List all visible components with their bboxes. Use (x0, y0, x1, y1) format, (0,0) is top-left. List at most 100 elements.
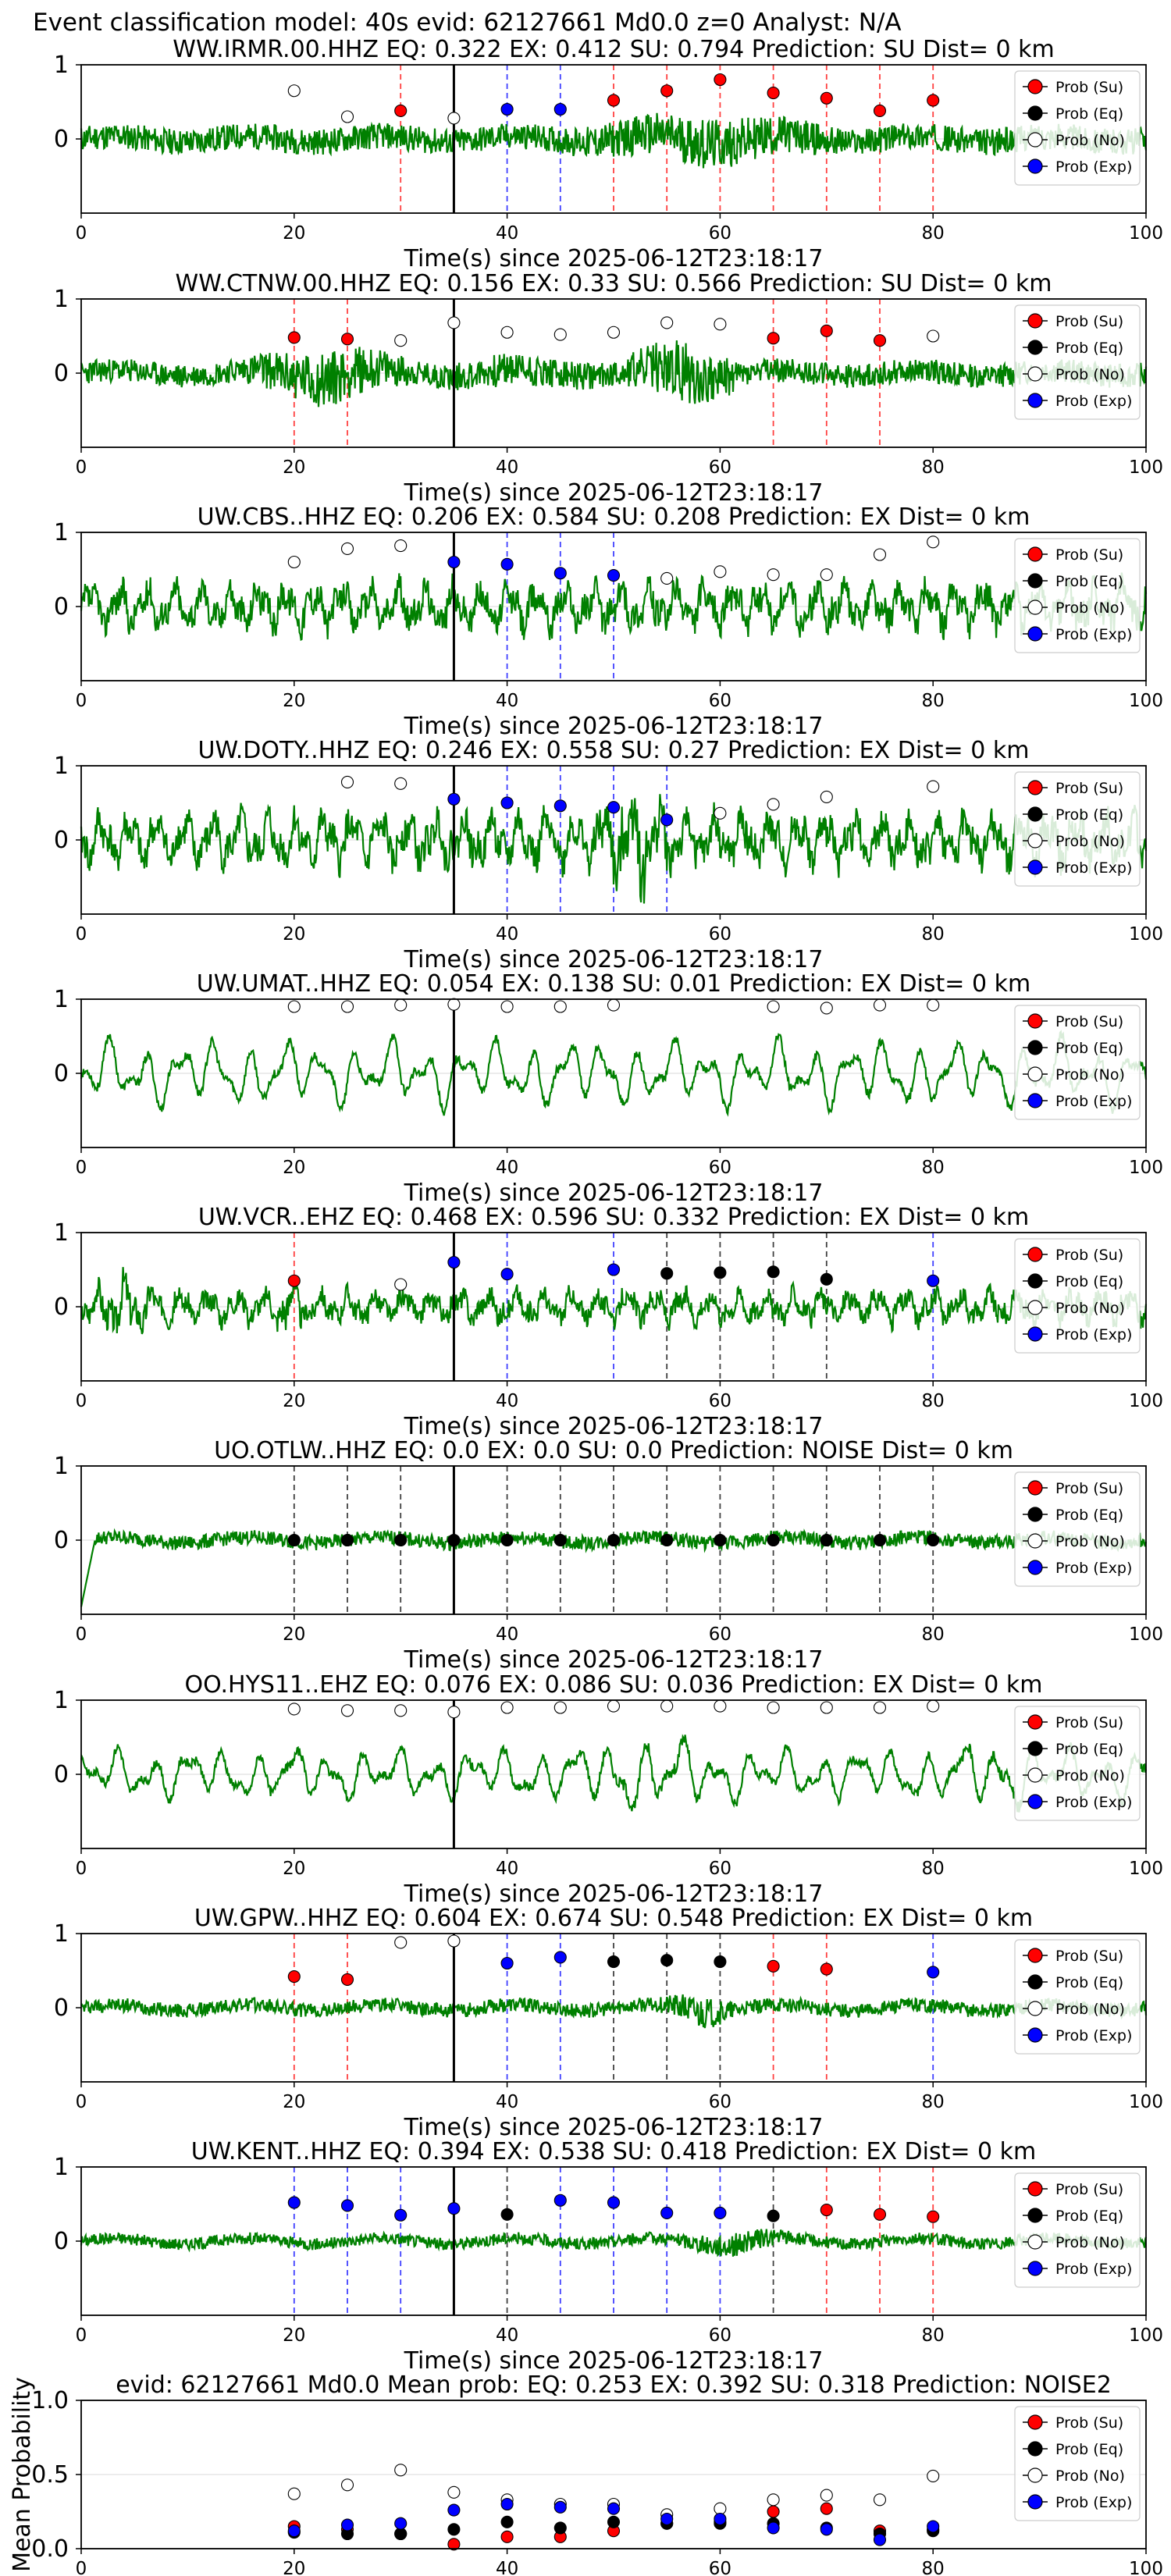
x-tick-label: 60 (709, 924, 731, 945)
mean-probability-point (927, 2469, 940, 2482)
x-tick-label: 20 (283, 1158, 305, 1178)
legend-marker (1027, 132, 1043, 148)
probability-point (607, 1955, 621, 1969)
probability-point (340, 1704, 354, 1717)
legend-label: Prob (Su) (1055, 2181, 1123, 2198)
x-tick-label: 40 (496, 2092, 518, 2112)
panel-8: UW.GPW..HHZ EQ: 0.604 EX: 0.674 SU: 0.54… (54, 1905, 1163, 2141)
probability-point (553, 1701, 567, 1714)
legend-label: Prob (Eq) (1055, 573, 1123, 590)
legend-marker (1027, 546, 1043, 562)
probability-point (607, 569, 621, 582)
legend-marker (1027, 1560, 1043, 1575)
legend-box (1014, 2172, 1141, 2288)
probability-point (714, 565, 727, 578)
mean-probability-point (394, 2517, 408, 2530)
legend-marker (1027, 1714, 1043, 1730)
seismic-trace (80, 572, 1148, 642)
x-tick-label: 80 (922, 1624, 945, 1645)
x-tick-label: 40 (496, 2325, 518, 2346)
probability-point (820, 2204, 833, 2217)
legend-label: Prob (Su) (1055, 546, 1123, 564)
probability-point (287, 1274, 301, 1287)
legend-label: Prob (Exp) (1055, 393, 1132, 410)
probability-point (767, 1533, 780, 1547)
probability-point (714, 806, 727, 820)
mean-probability-point (500, 2515, 514, 2528)
mean-probability-point (394, 2464, 408, 2477)
legend-marker (1027, 313, 1043, 329)
probability-point (927, 329, 940, 343)
legend-label: Prob (Exp) (1055, 2261, 1132, 2278)
probability-point (927, 1699, 940, 1713)
legend-marker (1027, 79, 1043, 94)
probability-point (767, 1265, 780, 1279)
x-axis-label: Time(s) since 2025-06-12T23:18:17 (404, 946, 824, 973)
seismic-trace (80, 1734, 1148, 1813)
probability-point (660, 1267, 674, 1280)
probability-point (660, 1699, 674, 1713)
seismic-trace (80, 1267, 1148, 1335)
legend-box (1014, 1706, 1141, 1821)
x-tick-label: 80 (922, 1391, 945, 1411)
x-tick-label: 40 (496, 924, 518, 945)
probability-point (340, 1533, 354, 1547)
y-tick-label: 0 (54, 1293, 69, 1321)
seismic-trace (80, 112, 1148, 169)
probability-point (500, 102, 514, 116)
x-tick-label: 40 (496, 1859, 518, 1879)
probability-point (500, 2208, 514, 2221)
probability-point (607, 1263, 621, 1276)
legend-label: Prob (No) (1055, 833, 1125, 850)
x-axis-label: Time(s) since 2025-06-12T23:18:17 (404, 2114, 824, 2141)
panel-7: OO.HYS11..EHZ EQ: 0.076 EX: 0.086 SU: 0.… (54, 1671, 1163, 1908)
legend-marker (1027, 2261, 1043, 2276)
x-tick-label: 0 (76, 1391, 87, 1411)
probability-point (287, 1000, 301, 1013)
panel-5: UW.VCR..EHZ EQ: 0.468 EX: 0.596 SU: 0.33… (54, 1204, 1163, 1440)
x-tick-label: 40 (496, 691, 518, 711)
legend-label: Prob (Su) (1055, 79, 1123, 96)
y-tick-label: 1 (54, 519, 69, 546)
probability-point (553, 2194, 567, 2207)
probability-point (927, 998, 940, 1012)
probability-point (767, 332, 780, 345)
seismic-trace (80, 340, 1148, 407)
legend-marker (1027, 158, 1043, 174)
x-axis-label: Time(s) since 2025-06-12T23:18:17 (404, 2347, 824, 2375)
legend-label: Prob (No) (1055, 132, 1125, 149)
x-tick-label: 0 (76, 2092, 87, 2112)
x-axis-label: Time(s) since 2025-06-12T23:18:17 (404, 1179, 824, 1207)
probability-point (714, 1699, 727, 1713)
probability-point (287, 2196, 301, 2209)
mean-probability-point (287, 2487, 301, 2500)
mean-probability-point (927, 2520, 940, 2533)
probability-point (927, 94, 940, 107)
probability-point (500, 1956, 514, 1970)
probability-point (340, 1973, 354, 1986)
mean-probability-point (714, 2502, 727, 2515)
legend-marker (1027, 1247, 1043, 1262)
legend-marker (1027, 2494, 1043, 2510)
x-tick-label: 80 (922, 2092, 945, 2112)
probability-point (820, 790, 833, 803)
legend-box (1014, 1939, 1141, 2055)
probability-point (447, 1934, 461, 1948)
legend-box (1014, 304, 1141, 420)
legend-label: Prob (Su) (1055, 1948, 1123, 1965)
legend-marker (1027, 2208, 1043, 2223)
mean-probability-point (820, 2502, 833, 2515)
probability-point (927, 1274, 940, 1287)
probability-point (927, 1966, 940, 1979)
panel-title: WW.IRMR.00.HHZ EQ: 0.322 EX: 0.412 SU: 0… (173, 36, 1054, 63)
legend-label: Prob (Su) (1055, 1247, 1123, 1264)
probability-point (447, 316, 461, 329)
legend-label: Prob (Eq) (1055, 105, 1123, 123)
legend-marker (1027, 2181, 1043, 2197)
probability-point (553, 799, 567, 813)
y-tick-label: 1 (54, 286, 69, 313)
probability-point (500, 1000, 514, 1013)
probability-point (873, 2208, 887, 2221)
probability-point (500, 1268, 514, 1281)
